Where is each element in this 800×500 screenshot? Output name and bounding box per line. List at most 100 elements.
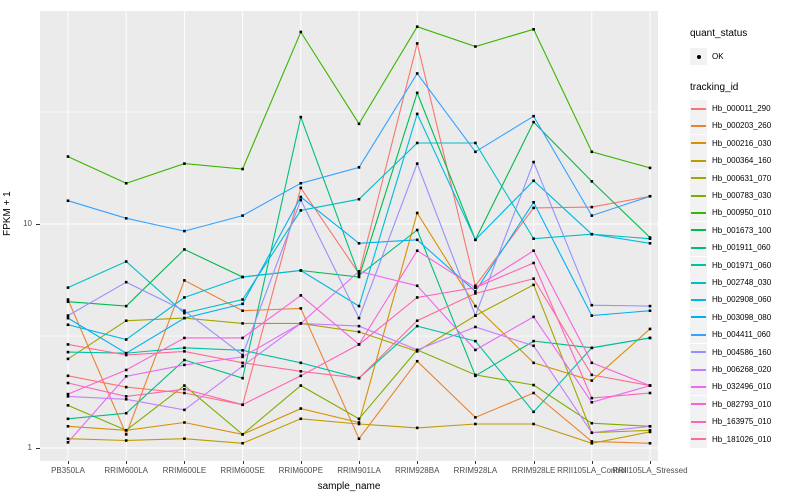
data-point: [183, 309, 186, 313]
data-point: [532, 344, 535, 348]
legend-label-Hb_000216_030: Hb_000216_030: [712, 138, 772, 148]
data-point: [66, 323, 70, 327]
x-tick-label-RRII105LA_Control: RRII105LA_Control: [557, 466, 627, 475]
x-tick-mark: [359, 461, 360, 464]
x-tick-label-RRIM928LA: RRIM928LA: [453, 466, 498, 475]
data-point: [590, 431, 594, 435]
data-point: [590, 150, 594, 154]
data-point: [532, 249, 535, 252]
data-point: [124, 395, 128, 398]
data-point: [299, 294, 303, 297]
data-point: [648, 384, 652, 387]
legend-line-swatch: [691, 142, 706, 145]
data-point: [532, 27, 535, 31]
data-point: [241, 322, 244, 325]
legend-label-Hb_002748_030: Hb_002748_030: [712, 278, 772, 287]
data-point: [124, 319, 128, 323]
data-point: [299, 322, 303, 325]
data-point: [357, 275, 361, 279]
legend-label-Hb_004586_160: Hb_004586_160: [712, 347, 772, 357]
data-point: [474, 150, 477, 154]
data-point: [648, 309, 652, 313]
data-point: [474, 290, 477, 293]
y-tick-label-10: 10: [23, 219, 32, 228]
data-point: [183, 248, 186, 251]
data-point: [532, 237, 535, 240]
data-point: [357, 272, 361, 275]
data-point: [532, 315, 535, 319]
data-point: [357, 242, 361, 245]
data-point: [66, 343, 70, 346]
data-point: [241, 275, 244, 279]
data-point: [474, 292, 477, 295]
y-tick-label-1: 1: [27, 443, 32, 452]
legend-line-swatch: [691, 124, 706, 127]
data-point: [415, 228, 419, 232]
x-tick-mark: [533, 461, 535, 464]
data-point: [590, 232, 594, 236]
data-point: [241, 433, 244, 436]
legend-key-Hb_004411_060: [690, 326, 707, 344]
data-point: [124, 397, 128, 401]
legend-line-swatch: [691, 333, 706, 336]
data-point: [124, 181, 128, 185]
x-tick-label-RRIM600SE: RRIM600SE: [220, 466, 265, 475]
legend-label-Hb_163975_010: Hb_163975_010: [712, 417, 772, 427]
x-tick-mark: [242, 461, 244, 464]
data-point: [648, 242, 652, 245]
data-point: [532, 391, 535, 395]
legend-line-swatch: [691, 351, 706, 354]
data-point: [532, 361, 535, 365]
data-point: [124, 217, 128, 220]
data-point: [474, 374, 477, 378]
legend-label-Hb_000631_070: Hb_000631_070: [712, 173, 772, 183]
data-point: [532, 120, 535, 124]
data-point: [532, 206, 535, 210]
legend-key-Hb_000950_010: [690, 204, 707, 222]
data-point: [183, 311, 186, 315]
data-point: [124, 260, 128, 263]
x-tick-mark: [126, 461, 128, 464]
data-point: [299, 115, 303, 119]
data-point: [415, 426, 419, 430]
x-tick-mark: [417, 461, 419, 464]
legend-label-Hb_032496_010: Hb_032496_010: [712, 382, 772, 392]
x-tick-label-RRII105LA_Stressed: RRII105LA_Stressed: [612, 466, 688, 475]
data-point: [183, 408, 186, 412]
data-point: [124, 385, 128, 389]
legend-key-Hb_001911_060: [690, 239, 707, 257]
x-tick-label-RRIM928BA: RRIM928BA: [394, 466, 440, 475]
data-point: [415, 141, 419, 145]
legend-label-Hb_002908_060: Hb_002908_060: [712, 295, 772, 305]
data-point: [415, 42, 419, 45]
legend-label-Hb_000011_290: Hb_000011_290: [712, 104, 771, 113]
legend-line-swatch: [691, 264, 706, 267]
data-point: [648, 336, 652, 340]
data-point: [474, 348, 477, 352]
data-point: [124, 353, 128, 357]
legend-line-swatch: [691, 385, 706, 388]
legend-key-Hb_000203_260: [690, 117, 707, 135]
data-point: [66, 350, 70, 354]
data-point: [183, 346, 186, 350]
data-point: [590, 361, 594, 365]
legend-line-swatch: [691, 368, 706, 371]
data-point: [532, 160, 535, 164]
data-point: [124, 280, 128, 284]
y-axis-title: FPKM + 1: [2, 191, 13, 236]
data-point: [66, 314, 70, 317]
data-point: [299, 198, 303, 202]
data-point: [299, 407, 303, 410]
data-point: [241, 302, 244, 306]
x-tick-label-RRIM600LA: RRIM600LA: [104, 466, 148, 475]
data-point: [357, 376, 361, 380]
data-point: [648, 237, 652, 240]
data-point: [648, 424, 652, 428]
legend-label-Hb_004411_060: Hb_004411_060: [712, 330, 771, 340]
data-point: [532, 200, 535, 204]
data-point: [183, 363, 186, 367]
legend-line-swatch: [691, 246, 706, 249]
legend-key-Hb_000364_160: [690, 152, 707, 170]
